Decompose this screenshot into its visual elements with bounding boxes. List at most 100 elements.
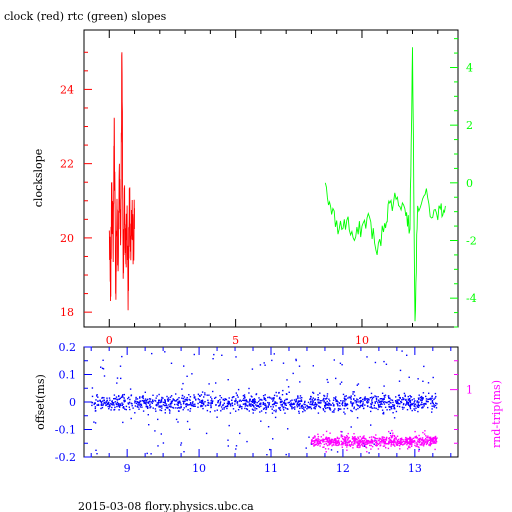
offset-point [300,405,303,407]
rnd-trip-point [356,446,358,448]
offset-point [260,398,262,401]
rnd-trip-point [314,441,316,443]
offset-point [390,405,393,408]
offset-point [115,396,118,398]
rnd-trip-point [316,440,318,443]
bottom-left-y-tick-label: -0.1 [55,424,76,437]
rnd-trip-point [335,441,337,444]
offset-point [232,396,234,398]
offset-point [406,354,408,356]
rnd-trip-point [382,436,384,438]
rnd-trip-point [426,442,429,444]
offset-point [114,406,116,408]
offset-point [356,384,358,386]
rnd-trip-point [394,440,396,442]
offset-point [239,399,241,401]
offset-point [399,403,401,405]
offset-point [390,407,392,409]
offset-point [162,397,164,399]
rnd-trip-point [422,442,424,444]
offset-point [250,400,253,403]
offset-point [417,410,419,413]
offset-point [250,405,252,407]
rnd-trip-point [362,445,364,447]
offset-point [355,402,357,404]
offset-point [254,407,256,409]
rnd-trip-point [412,441,414,443]
offset-point [420,399,422,402]
rnd-trip-point [418,438,420,440]
rnd-trip-point [419,444,421,446]
offset-point [294,408,296,410]
rnd-trip-point [409,442,411,444]
rnd-trip-point [378,442,381,444]
offset-point [178,406,180,409]
offset-point [152,400,154,403]
offset-point [122,403,124,405]
offset-point [262,395,265,397]
offset-point [159,409,161,411]
rnd-trip-point [390,434,392,437]
offset-point [299,402,301,405]
offset-point [161,407,163,409]
rnd-trip-point [350,443,353,446]
rnd-trip-point [379,441,381,443]
offset-point [323,395,326,397]
rnd-trip-point [344,444,347,446]
offset-point [244,397,246,399]
offset-point [138,408,140,410]
rnd-trip-point [358,439,360,441]
offset-point [253,406,255,408]
offset-point [325,407,327,410]
rnd-trip-point [315,439,318,442]
offset-point [429,398,431,400]
offset-point [94,407,96,410]
offset-point [138,404,140,406]
offset-point [181,397,183,399]
offset-point [312,392,315,394]
rnd-trip-point [429,444,431,447]
rnd-trip-point [375,441,378,444]
offset-point [235,392,237,394]
offset-point [263,398,265,401]
rnd-trip-point [385,443,388,445]
offset-point [377,396,379,398]
rnd-trip-point [354,443,356,445]
offset-point [243,394,246,396]
offset-point [407,401,410,404]
offset-point [278,398,281,400]
rnd-trip-point [349,445,352,447]
rnd-trip-point [377,439,380,442]
offset-point [411,399,413,401]
offset-point [206,394,208,396]
rnd-trip-point [322,438,324,440]
rnd-trip-point [398,442,400,444]
offset-point [125,408,127,411]
offset-point [265,399,267,402]
rnd-trip-point [404,440,406,443]
offset-point [398,399,400,401]
offset-point [145,405,148,407]
offset-point [240,400,242,402]
rnd-trip-point [414,444,416,447]
rnd-trip-point [366,451,368,453]
offset-point [107,405,109,408]
offset-point [108,408,110,410]
offset-point [403,406,405,409]
offset-point [333,404,335,406]
rnd-trip-point [343,439,345,441]
offset-point [335,400,337,403]
chart-title: clock (red) rtc (green) slopes [4,10,167,23]
offset-point [321,400,323,402]
offset-point [332,402,334,404]
offset-point [241,407,243,410]
offset-point [329,407,331,409]
offset-point [197,402,199,405]
offset-point [357,407,359,410]
offset-point [141,400,144,402]
offset-point [281,394,284,396]
offset-point [170,395,173,397]
offset-point [342,401,344,403]
offset-point [181,394,184,397]
offset-point [147,402,149,404]
